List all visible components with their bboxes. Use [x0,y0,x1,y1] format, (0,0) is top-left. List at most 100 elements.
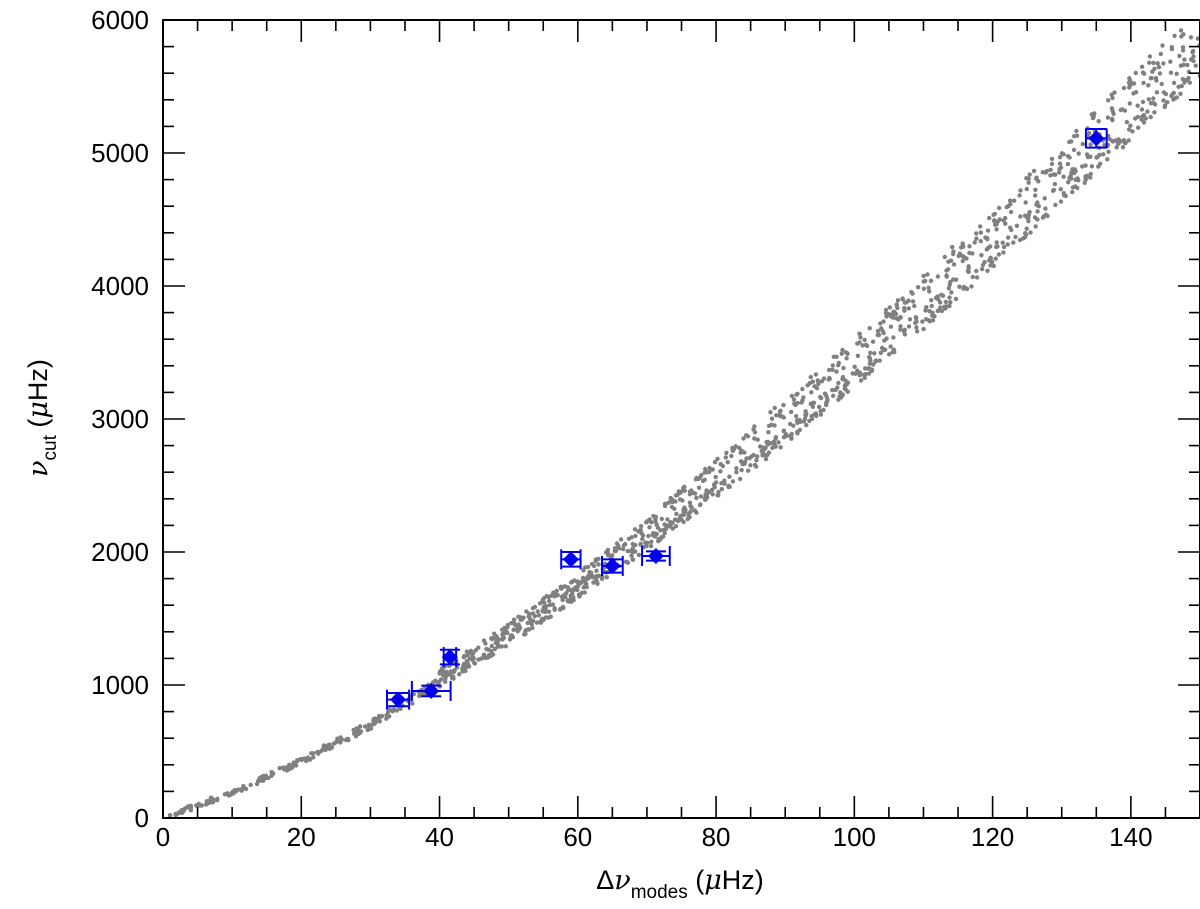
model-point [410,701,415,706]
model-point [1158,51,1164,57]
model-point [460,666,465,672]
model-point [890,350,895,355]
model-point [694,510,699,515]
model-point [778,445,783,450]
model-point [733,444,738,449]
model-point [842,384,848,389]
model-point [1090,115,1096,121]
model-point [1131,91,1136,96]
model-point [764,439,769,445]
model-point [895,298,901,303]
observed-point [385,689,411,710]
model-point [463,661,468,667]
model-point [1151,96,1156,101]
model-point [1031,168,1037,174]
model-point [484,655,489,660]
y-tick-label: 3000 [91,404,149,434]
model-point [836,380,841,386]
model-point [881,319,886,324]
model-point [781,402,786,408]
model-points-layer [167,28,1200,818]
model-point [377,719,382,724]
model-point [985,237,990,242]
model-point [914,316,919,321]
model-point [752,436,757,441]
model-point [1178,28,1184,33]
model-point [1180,48,1186,53]
x-tick-label: 0 [156,822,170,852]
model-point [677,497,683,502]
model-point [664,523,669,528]
model-point [719,486,725,492]
model-point [503,644,508,649]
model-point [1013,234,1018,240]
model-point [1182,57,1187,62]
model-point [1018,188,1023,193]
model-point [789,393,795,399]
model-point [640,536,645,542]
model-point [789,434,794,440]
model-point [1105,157,1110,162]
model-point [891,335,896,340]
model-point [746,468,751,473]
model-point [940,293,946,298]
model-point [748,463,753,468]
model-point [208,796,213,801]
model-point [549,593,554,598]
model-point [946,286,952,291]
model-point [974,236,979,241]
model-point [784,433,789,439]
observed-point [1084,128,1108,149]
model-point [987,215,992,221]
model-point [1096,119,1101,124]
model-point [1070,189,1075,195]
model-point [894,316,899,321]
model-point [1101,152,1106,157]
model-point [644,520,649,525]
model-point [559,586,564,591]
model-point [1140,70,1146,75]
model-point [233,789,238,794]
model-point [881,330,886,336]
model-point [902,332,908,337]
y-axis-label: νcut (μHz) [23,359,61,477]
model-point [969,284,974,289]
model-point [176,810,181,815]
model-point [1070,185,1076,190]
model-point [1174,95,1180,100]
model-point [834,369,839,374]
model-point [277,766,282,771]
model-point [823,392,828,397]
model-point [1026,212,1032,217]
model-point [638,542,643,547]
model-point [902,308,907,313]
model-point [391,707,397,712]
model-point [526,627,531,632]
model-point [682,505,687,510]
model-point [257,775,262,781]
model-point [716,493,721,498]
model-point [1133,70,1139,76]
model-point [1176,84,1181,90]
model-point [530,611,536,616]
model-point [949,290,954,295]
model-point [923,308,928,313]
model-point [924,317,929,322]
model-point [1124,119,1130,125]
model-point [618,537,624,542]
model-point [1096,164,1101,169]
model-point [816,380,821,385]
model-point [638,524,644,529]
model-point [548,614,553,619]
model-point [490,652,496,657]
model-point [1171,90,1177,96]
model-point [882,338,887,343]
model-point [910,299,916,304]
model-point [723,455,728,460]
model-point [835,385,840,390]
observed-points-layer [385,128,1108,710]
model-point [891,315,896,320]
model-point [1130,129,1135,134]
model-point [1048,167,1053,172]
model-point [384,716,389,721]
